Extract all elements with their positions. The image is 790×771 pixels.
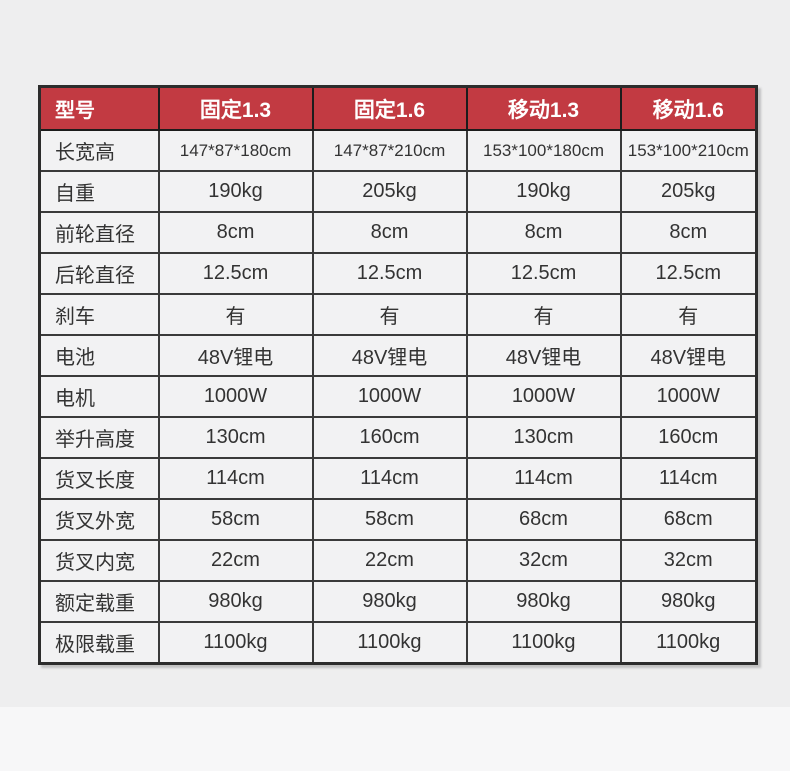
spec-cell: 1100kg	[465, 621, 622, 665]
spec-row-label: 举升高度	[38, 416, 160, 459]
spec-row: 货叉外宽 58cm 58cm 68cm 68cm	[38, 498, 758, 541]
spec-cell: 12.5cm	[465, 252, 622, 295]
spec-cell: 205kg	[619, 170, 758, 213]
spec-cell: 12.5cm	[619, 252, 758, 295]
spec-cell: 8cm	[465, 211, 622, 254]
spec-cell: 48V锂电	[619, 334, 758, 377]
spec-row: 长宽高 147*87*180cm 147*87*210cm 153*100*180cm…	[38, 129, 758, 172]
spec-row-label: 额定载重	[38, 580, 160, 623]
spec-cell: 130cm	[465, 416, 622, 459]
spec-cell: 147*87*180cm	[157, 129, 314, 172]
spec-cell: 48V锂电	[465, 334, 622, 377]
spec-cell: 48V锂电	[311, 334, 468, 377]
page-background-lower-strip	[0, 707, 790, 771]
spec-cell: 22cm	[157, 539, 314, 582]
spec-cell: 1100kg	[619, 621, 758, 665]
spec-cell: 有	[465, 293, 622, 336]
spec-cell: 980kg	[465, 580, 622, 623]
spec-cell: 有	[311, 293, 468, 336]
spec-table-body: 长宽高 147*87*180cm 147*87*210cm 153*100*180cm…	[38, 129, 758, 665]
spec-cell: 153*100*180cm	[465, 129, 622, 172]
spec-row: 举升高度 130cm 160cm 130cm 160cm	[38, 416, 758, 459]
spec-cell: 8cm	[311, 211, 468, 254]
spec-cell: 190kg	[157, 170, 314, 213]
spec-cell: 有	[157, 293, 314, 336]
spec-cell: 114cm	[619, 457, 758, 500]
spec-cell: 114cm	[311, 457, 468, 500]
spec-header-col-1: 固定1.3	[157, 85, 314, 131]
spec-cell: 980kg	[157, 580, 314, 623]
spec-cell: 48V锂电	[157, 334, 314, 377]
spec-row: 极限载重 1100kg 1100kg 1100kg 1100kg	[38, 621, 758, 665]
spec-cell: 32cm	[465, 539, 622, 582]
spec-cell: 32cm	[619, 539, 758, 582]
spec-cell: 有	[619, 293, 758, 336]
spec-row: 刹车有有有有	[38, 293, 758, 336]
spec-row: 货叉长度 114cm 114cm 114cm 114cm	[38, 457, 758, 500]
spec-cell: 68cm	[619, 498, 758, 541]
spec-cell: 160cm	[619, 416, 758, 459]
spec-cell: 8cm	[619, 211, 758, 254]
spec-header-col-3: 移动1.3	[465, 85, 622, 131]
spec-row: 电池 48V锂电 48V锂电 48V锂电 48V锂电	[38, 334, 758, 377]
spec-cell: 1000W	[311, 375, 468, 418]
spec-cell: 147*87*210cm	[311, 129, 468, 172]
spec-cell: 130cm	[157, 416, 314, 459]
spec-cell: 12.5cm	[311, 252, 468, 295]
spec-row: 货叉内宽 22cm 22cm 32cm 32cm	[38, 539, 758, 582]
spec-row-label: 极限载重	[38, 621, 160, 665]
spec-cell: 58cm	[157, 498, 314, 541]
spec-row-label: 货叉长度	[38, 457, 160, 500]
spec-cell: 1100kg	[311, 621, 468, 665]
spec-row-label: 自重	[38, 170, 160, 213]
spec-cell: 114cm	[157, 457, 314, 500]
spec-row: 自重 190kg 205kg 190kg 205kg	[38, 170, 758, 213]
spec-row: 前轮直径 8cm 8cm 8cm 8cm	[38, 211, 758, 254]
spec-row-label: 电池	[38, 334, 160, 377]
spec-cell: 12.5cm	[157, 252, 314, 295]
spec-cell: 68cm	[465, 498, 622, 541]
spec-cell: 22cm	[311, 539, 468, 582]
spec-header-col-4: 移动1.6	[619, 85, 758, 131]
spec-cell: 58cm	[311, 498, 468, 541]
spec-cell: 1000W	[157, 375, 314, 418]
spec-cell: 114cm	[465, 457, 622, 500]
spec-cell: 1000W	[465, 375, 622, 418]
spec-row-label: 货叉内宽	[38, 539, 160, 582]
spec-row: 额定载重 980kg 980kg 980kg 980kg	[38, 580, 758, 623]
spec-row-label: 货叉外宽	[38, 498, 160, 541]
spec-header-col-2: 固定1.6	[311, 85, 468, 131]
spec-cell: 1100kg	[157, 621, 314, 665]
spec-row-label: 电机	[38, 375, 160, 418]
spec-row-label: 刹车	[38, 293, 160, 336]
spec-header-model-label: 型号	[38, 85, 160, 131]
spec-cell: 205kg	[311, 170, 468, 213]
spec-cell: 1000W	[619, 375, 758, 418]
spec-cell: 153*100*210cm	[619, 129, 758, 172]
spec-cell: 980kg	[311, 580, 468, 623]
spec-row: 后轮直径 12.5cm 12.5cm 12.5cm 12.5cm	[38, 252, 758, 295]
spec-cell: 160cm	[311, 416, 468, 459]
spec-cell: 8cm	[157, 211, 314, 254]
product-spec-table: 型号 固定1.3 固定1.6 移动1.3 移动1.6 长宽高 147*87*180cm 1…	[38, 85, 758, 665]
spec-row-label: 前轮直径	[38, 211, 160, 254]
spec-header-row: 型号 固定1.3 固定1.6 移动1.3 移动1.6	[38, 85, 758, 131]
spec-cell: 190kg	[465, 170, 622, 213]
spec-row-label: 长宽高	[38, 129, 160, 172]
spec-row: 电机 1000W 1000W 1000W 1000W	[38, 375, 758, 418]
spec-row-label: 后轮直径	[38, 252, 160, 295]
spec-cell: 980kg	[619, 580, 758, 623]
